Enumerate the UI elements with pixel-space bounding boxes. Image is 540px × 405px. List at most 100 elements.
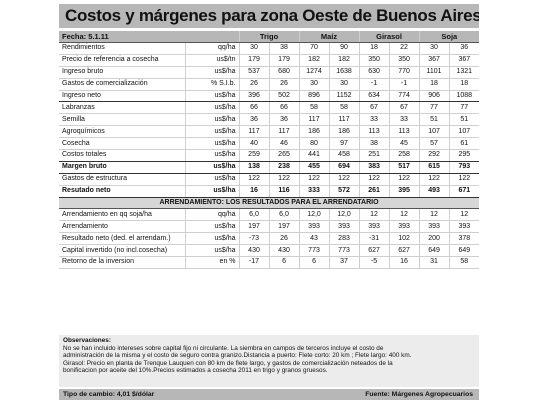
value-cell: 38 [359,137,390,151]
value-cell: 122 [269,173,300,186]
value-cell: 1274 [299,66,330,79]
value-cell: 393 [329,220,360,234]
value-cell: 36 [269,113,300,127]
value-cell: 30 [329,78,360,91]
table-row: Retorno de la inversion en % -17 6 6 37 -5 16 31… [59,256,480,269]
row-label: Costos totales [59,149,186,162]
value-cell: 117 [299,113,330,127]
row-label: Retorno de la inversion [59,256,186,269]
value-cell: 122 [299,173,330,186]
value-cell: 90 [329,42,360,55]
crop-header-maiz: Maíz [299,31,360,43]
value-cell: 615 [419,161,450,174]
value-cell: 283 [329,232,360,246]
value-cell: 1101 [419,66,450,79]
value-cell: 6 [299,256,330,269]
value-cell: 1088 [449,90,480,103]
value-cell: 367 [449,54,480,67]
value-cell: 18 [359,42,390,55]
row-unit: us$/ha [185,244,240,258]
value-cell: 179 [269,54,300,67]
value-cell: 122 [329,173,360,186]
table-row: Labranzas us$/ha 66 66 58 58 67 67 77 77 [59,101,480,115]
value-cell: 393 [389,220,420,234]
value-cell: -73 [239,232,270,246]
value-cell: 113 [359,125,390,139]
footer-bar: Tipo de cambio: 4,01 $/dólar Fuente: Már… [59,389,479,400]
value-cell: 31 [419,256,450,269]
value-cell: 22 [389,42,420,55]
value-cell: 67 [389,101,420,115]
row-unit: % S.I.b. [185,78,240,91]
value-cell: 649 [449,244,480,258]
value-cell: 12 [359,208,390,222]
value-cell: 572 [329,185,360,198]
exchange-rate: Tipo de cambio: 4,01 $/dólar [63,391,155,398]
row-label: Ingreso bruto [59,66,186,79]
value-cell: 186 [329,125,360,139]
row-unit: us$/ha [185,161,240,174]
value-cell: 627 [359,244,390,258]
row-unit: us$/ha [185,220,240,234]
value-cell: 16 [239,185,270,198]
value-cell: 18 [449,78,480,91]
section-header: ARRENDAMIENTO: LOS RESULTADOS PARA EL AR… [59,197,480,210]
value-cell: 51 [449,113,480,127]
value-cell: 107 [419,125,450,139]
table-row: Resultado neto (ded. el arrendam.) us$/ha… [59,232,480,246]
value-cell: 774 [389,90,420,103]
value-cell: 66 [239,101,270,115]
value-cell: 396 [239,90,270,103]
value-cell: 1152 [329,90,360,103]
value-cell: 107 [449,125,480,139]
value-cell: 40 [239,137,270,151]
value-cell: 122 [389,173,420,186]
value-cell: 630 [359,66,390,79]
row-label: Ingreso neto [59,90,186,103]
notes-line: bonificacion por aceite del 10%.Precios … [63,367,328,375]
value-cell: 378 [449,232,480,246]
value-cell: 117 [329,113,360,127]
value-cell: 694 [329,161,360,174]
value-cell: 117 [239,125,270,139]
value-cell: 333 [299,185,330,198]
value-cell: 12 [389,208,420,222]
value-cell: 30 [239,42,270,55]
table-row: Arrendamiento us$/ha 197 197 393 393 393 393 393… [59,220,480,234]
row-label: Capital invertido (no incl.cosecha) [59,244,186,258]
value-cell: 458 [329,149,360,162]
value-cell: 70 [299,42,330,55]
value-cell: 537 [239,66,270,79]
value-cell: 770 [389,66,420,79]
table-row: Gastos de estructura us$/ha 122 122 122 122 12… [59,173,480,186]
value-cell: 12 [449,208,480,222]
value-cell: 138 [239,161,270,174]
row-unit: us$/ha [185,137,240,151]
value-cell: 773 [329,244,360,258]
crop-header-girasol: Girasol [359,31,420,43]
row-label: Resultado neto (ded. el arrendam.) [59,232,186,246]
value-cell: 122 [359,173,390,186]
value-cell: 38 [269,42,300,55]
value-cell: 33 [359,113,390,127]
value-cell: 30 [299,78,330,91]
value-cell: 393 [449,220,480,234]
value-cell: 77 [419,101,450,115]
value-cell: 383 [359,161,390,174]
row-unit: us$/ha [185,66,240,79]
value-cell: 97 [329,137,360,151]
value-cell: 671 [449,185,480,198]
value-cell: 36 [449,42,480,55]
value-cell: 502 [269,90,300,103]
value-cell: 43 [299,232,330,246]
value-cell: 393 [419,220,450,234]
value-cell: 66 [269,101,300,115]
value-cell: 12,0 [329,208,360,222]
notes-line: administración de la misma y el costo de… [63,352,412,360]
row-label: Agroquímicos [59,125,186,139]
value-cell: 30 [419,42,450,55]
value-cell: 117 [269,125,300,139]
table-header: Fecha: 5.1.11 Trigo Maíz Girasol Soja [59,31,480,43]
value-cell: 430 [239,244,270,258]
costs-table: Fecha: 5.1.11 Trigo Maíz Girasol Soja Re… [59,31,480,269]
